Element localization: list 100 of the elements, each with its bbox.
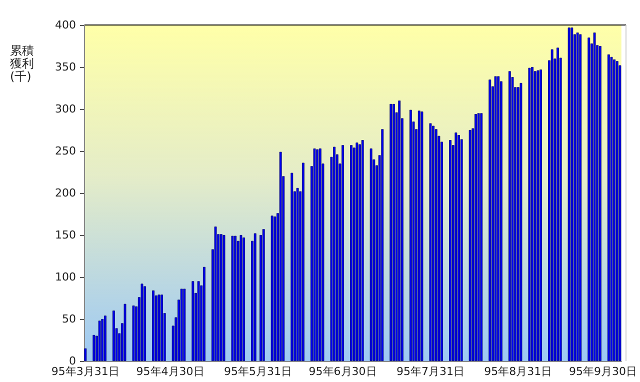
bar [124,304,126,361]
bar [222,235,226,361]
bar [279,152,282,361]
bar [429,123,432,361]
bar [432,126,434,361]
bar [449,140,452,361]
bar [370,148,372,361]
bar [192,281,194,361]
bar [316,149,319,361]
bar [350,145,352,361]
bar [556,48,559,361]
bar [112,310,115,361]
bar [458,135,460,361]
bar [576,32,579,361]
x-tick-label: 95年5月31日 [224,365,292,378]
bar [183,288,186,361]
bar [390,104,392,361]
y-tick-label: 250 [55,144,76,158]
bar [296,188,299,361]
bar [477,113,480,361]
bar [607,54,610,361]
bar [570,28,574,361]
bar [494,76,497,361]
bar [361,140,364,361]
bar [84,348,87,361]
x-tick-label: 95年7月31日 [396,365,464,378]
bar [534,71,536,361]
bar [240,235,242,361]
y-tick-label: 50 [62,312,76,326]
bar [270,216,274,361]
bar [140,284,144,361]
bar [220,234,222,361]
bar [234,236,237,361]
bar [356,142,358,361]
bar [254,233,256,361]
x-tick-label: 95年9月30日 [569,365,638,378]
bar [203,266,206,361]
bar [497,76,500,361]
bar [598,46,602,361]
bar [197,281,200,361]
y-tick-label: 350 [55,60,76,74]
bar [318,148,322,361]
x-tick-label: 95年4月30日 [136,365,204,378]
bar [381,129,384,361]
y-tick-label: 200 [55,186,76,200]
bar [536,70,540,361]
bar [460,139,463,361]
bar [302,162,304,361]
bar [290,172,294,361]
bar [420,112,424,361]
y-tick-label: 100 [55,270,76,284]
y-tick-label: 300 [55,102,76,116]
bar [610,56,613,361]
bar [274,216,276,361]
bar [98,320,101,361]
bar [262,229,265,361]
bar [454,132,458,361]
bar [342,145,344,361]
bar [180,288,183,361]
bar [528,68,531,361]
y-axis-title: 累積獲利(千) [10,44,34,84]
bar [313,148,316,361]
bar [488,80,492,361]
bar [392,104,395,361]
bar [92,334,96,361]
bar [618,65,622,361]
bar [468,130,472,361]
bar [358,144,361,361]
bar [593,32,596,361]
bar [540,70,542,361]
bar [152,290,154,361]
bar [158,294,160,361]
bar [409,110,412,361]
bar [520,82,522,361]
bar [398,100,401,361]
y-tick-label: 0 [69,354,76,368]
bar [214,226,217,361]
bar [418,110,420,361]
x-tick-label: 95年6月30日 [308,365,377,378]
y-tick-label: 150 [55,228,76,242]
bar [480,113,483,361]
bar [101,319,104,361]
x-tick-label: 95年3月31日 [51,365,120,378]
bar [474,114,477,361]
bar [132,306,135,361]
bar [434,129,438,361]
y-tick-label: 400 [55,18,76,32]
bar [588,38,590,361]
bar [550,49,554,361]
bar [333,146,336,361]
bar [568,28,570,361]
bar [579,34,582,361]
bar [231,236,234,361]
bar [508,71,511,361]
bar [613,59,616,361]
bar [242,238,245,361]
bar [104,316,106,361]
bar [160,294,163,361]
bar [531,67,534,361]
x-tick-label: 95年8月31日 [484,365,552,378]
